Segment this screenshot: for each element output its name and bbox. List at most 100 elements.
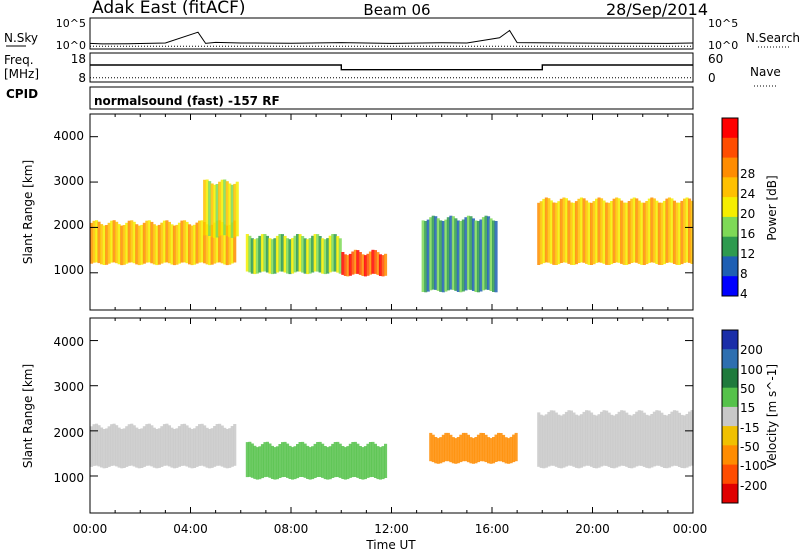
noise-left-tick-low: 10^0 bbox=[56, 39, 86, 52]
echo-cell bbox=[600, 198, 604, 263]
echo-cell bbox=[175, 224, 179, 265]
echo-cell bbox=[376, 446, 380, 480]
echo-cell bbox=[444, 432, 448, 462]
echo-cell bbox=[125, 426, 129, 467]
echo-cell bbox=[115, 221, 119, 264]
colorbar-swatch bbox=[722, 276, 738, 297]
echo-cell bbox=[203, 179, 207, 236]
xtick-1600: 16:00 bbox=[475, 522, 510, 536]
echo-cell bbox=[657, 202, 661, 265]
echo-cell bbox=[358, 446, 362, 479]
echo-cell bbox=[291, 238, 295, 274]
echo-cell bbox=[293, 235, 297, 273]
echo-cell bbox=[210, 183, 214, 238]
echo-cell bbox=[690, 410, 694, 466]
echo-cell bbox=[198, 424, 202, 466]
echo-cell bbox=[665, 415, 669, 469]
echo-cell bbox=[200, 220, 204, 263]
velocity-ytick-2000: 2000 bbox=[53, 426, 84, 440]
echo-cell bbox=[177, 222, 181, 264]
cpid-text: normalsound (fast) -157 RF bbox=[94, 94, 280, 108]
echo-cell bbox=[469, 437, 473, 464]
echo-cell bbox=[183, 220, 187, 263]
echo-cell bbox=[381, 446, 385, 480]
echo-cell bbox=[142, 222, 146, 264]
xtick-0000: 00:00 bbox=[73, 522, 108, 536]
echo-cell bbox=[92, 220, 96, 263]
echo-cell bbox=[333, 234, 337, 272]
echo-cell bbox=[504, 437, 508, 464]
echo-cell bbox=[172, 429, 176, 469]
echo-cell bbox=[572, 412, 576, 467]
echo-cell bbox=[150, 221, 154, 264]
echo-cell bbox=[647, 198, 651, 263]
echo-cell bbox=[502, 434, 506, 463]
echo-cell bbox=[270, 445, 274, 479]
echo-cell bbox=[311, 235, 315, 273]
echo-cell bbox=[346, 446, 350, 480]
echo-cell bbox=[607, 412, 611, 467]
echo-cell bbox=[291, 447, 295, 480]
power-colorbar-swatches bbox=[722, 118, 738, 297]
echo-cell bbox=[441, 434, 445, 463]
echo-cell bbox=[567, 200, 571, 264]
echo-cell bbox=[454, 438, 458, 464]
echo-cell bbox=[213, 426, 217, 467]
velocity-ylabel: Slant Range [km] bbox=[21, 364, 35, 468]
power-cb-title: Power [dB] bbox=[765, 175, 779, 240]
echo-cell bbox=[213, 222, 217, 264]
echo-cell bbox=[303, 238, 307, 274]
echo-cell bbox=[270, 239, 274, 275]
echo-cell bbox=[549, 200, 553, 264]
echo-cell bbox=[273, 447, 277, 480]
echo-cell bbox=[210, 428, 214, 468]
echo-cell bbox=[590, 202, 594, 265]
echo-cell bbox=[670, 411, 674, 467]
echo-cell bbox=[559, 198, 563, 263]
echo-cell bbox=[208, 225, 212, 266]
echo-cell bbox=[223, 224, 227, 265]
echo-cell bbox=[198, 220, 202, 263]
echo-cell bbox=[203, 425, 207, 467]
echo-cell bbox=[177, 426, 181, 467]
echo-cell bbox=[288, 445, 292, 479]
echo-cell bbox=[657, 410, 661, 466]
echo-cell bbox=[145, 424, 149, 466]
echo-cell bbox=[351, 251, 355, 275]
echo-cell bbox=[107, 222, 111, 264]
echo-cell bbox=[552, 202, 556, 265]
echo-cell bbox=[183, 423, 187, 466]
echo-cell bbox=[358, 252, 362, 275]
noise-sky-line bbox=[89, 29, 694, 45]
echo-cell bbox=[544, 197, 548, 263]
echo-cell bbox=[630, 198, 634, 263]
echo-cell bbox=[283, 441, 287, 477]
echo-cell bbox=[602, 200, 606, 264]
echo-cell bbox=[514, 432, 518, 462]
velocity-echoes bbox=[90, 410, 694, 480]
echo-cell bbox=[371, 249, 375, 274]
echo-cell bbox=[336, 236, 340, 273]
echo-cell bbox=[328, 235, 332, 273]
echo-cell bbox=[456, 437, 460, 464]
colorbar-swatch bbox=[722, 368, 738, 389]
echo-cell bbox=[110, 220, 114, 263]
echo-cell bbox=[230, 222, 234, 264]
echo-cell bbox=[255, 447, 259, 480]
echo-cell bbox=[102, 225, 106, 265]
power-ytick-2000: 2000 bbox=[53, 218, 84, 232]
nsky-label: N.Sky bbox=[4, 31, 38, 45]
echo-cell bbox=[544, 414, 548, 468]
echo-cell bbox=[250, 238, 254, 274]
echo-cell bbox=[155, 225, 159, 266]
xtick-0400: 04:00 bbox=[173, 522, 208, 536]
echo-cell bbox=[225, 429, 229, 469]
echo-cell bbox=[381, 255, 385, 277]
power-ytick-1000: 1000 bbox=[53, 263, 84, 277]
echo-cell bbox=[248, 235, 252, 273]
echo-cell bbox=[655, 200, 659, 264]
echo-cell bbox=[321, 238, 325, 274]
echo-cell bbox=[662, 414, 666, 468]
echo-cell bbox=[165, 220, 169, 263]
echo-cell bbox=[356, 250, 360, 274]
